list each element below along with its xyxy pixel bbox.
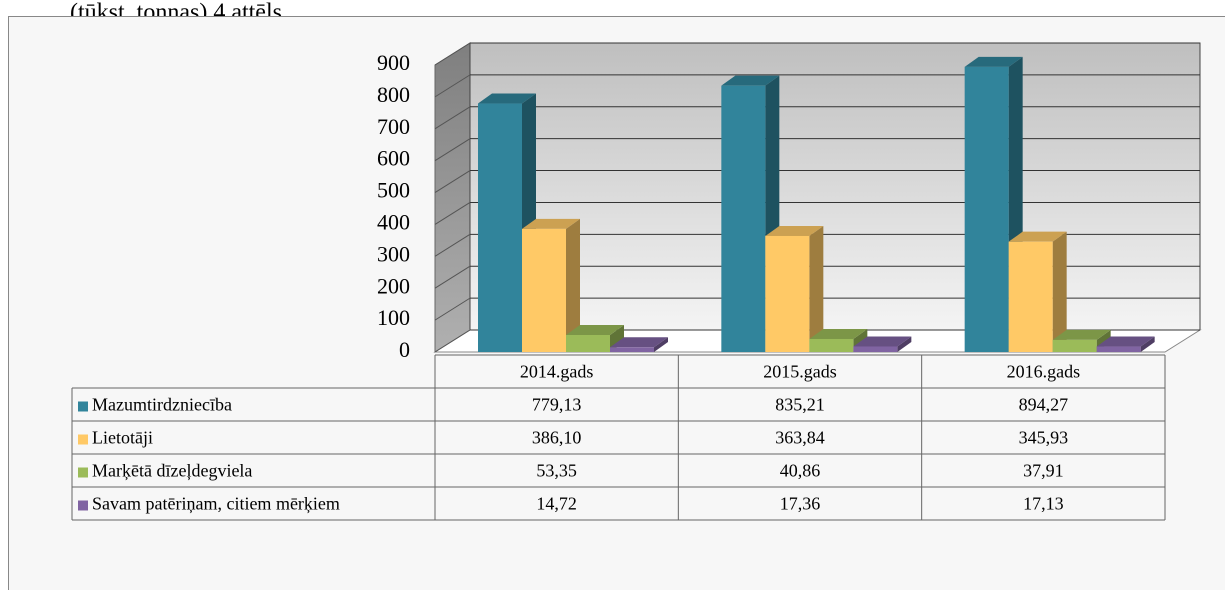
y-tick-label: 100 (377, 305, 410, 330)
table-value: 894,27 (1019, 395, 1069, 415)
legend-swatch (78, 401, 88, 412)
bar (964, 66, 1009, 352)
bar-top (1008, 231, 1067, 242)
bar-top (566, 324, 624, 335)
legend-swatch (78, 467, 88, 478)
bar-side (1052, 231, 1067, 352)
bar-top (522, 218, 580, 229)
grid-line-side (434, 329, 471, 353)
bar-side (1140, 336, 1155, 352)
bar (1052, 339, 1097, 352)
y-tick-label: 700 (377, 114, 410, 139)
bar (809, 338, 854, 352)
bar-top (964, 56, 1023, 67)
y-tick-label: 300 (377, 241, 410, 266)
table-value: 40,86 (780, 461, 821, 481)
table-value: 363,84 (775, 428, 825, 448)
bar (522, 228, 566, 352)
legend-label: Lietotāji (92, 428, 153, 448)
bar-side (654, 337, 668, 352)
bar (478, 103, 522, 352)
table-value: 386,10 (532, 428, 582, 448)
bar-top (721, 75, 780, 86)
x-tick-label: 2014.gads (520, 362, 594, 382)
y-tick-label: 200 (377, 273, 410, 298)
y-tick-label: 800 (377, 82, 410, 107)
table-value: 779,13 (532, 395, 582, 415)
grid-line-side (434, 202, 471, 225)
legend-swatch (78, 434, 88, 445)
bar (721, 85, 766, 352)
table-value: 53,35 (536, 461, 577, 481)
bar-top (610, 337, 668, 348)
bar (610, 347, 654, 352)
legend-label: Marķētā dīzeļdegviela (92, 461, 252, 481)
table-value: 17,13 (1023, 494, 1064, 514)
bar (765, 235, 810, 352)
y-tick-label: 400 (377, 209, 410, 234)
grid-line-side (434, 106, 471, 130)
bar-top (765, 225, 824, 236)
grid-line-side (434, 42, 471, 66)
bar-top (1096, 336, 1155, 347)
x-tick-label: 2016.gads (1007, 362, 1081, 382)
bar-side (897, 336, 912, 352)
table-value: 835,21 (775, 395, 825, 415)
grid-line-side (434, 265, 471, 289)
bar (1096, 346, 1141, 352)
bar (1008, 241, 1053, 352)
bar-top (809, 328, 868, 339)
x-tick-label: 2015.gads (763, 362, 837, 382)
left-wall (434, 42, 471, 353)
bar (566, 334, 610, 352)
grid-line-side (434, 297, 471, 321)
y-tick-label: 900 (377, 50, 410, 75)
bar-top (853, 336, 912, 347)
back-wall (469, 42, 1201, 331)
table-value: 14,72 (536, 494, 577, 514)
legend-swatch (78, 500, 88, 511)
y-tick-label: 500 (377, 178, 410, 203)
grid-line-side (434, 170, 471, 193)
grid-line-side (434, 233, 471, 257)
bar-side (566, 218, 580, 352)
y-tick-label: 600 (377, 146, 410, 171)
grid-line-side (434, 74, 471, 98)
bar-top (478, 93, 536, 104)
table-value: 17,36 (780, 494, 821, 514)
grid-line-side (434, 138, 471, 162)
bar-side (809, 225, 824, 352)
legend-label: Savam patēriņam, citiem mērķiem (92, 494, 340, 514)
table-value: 37,91 (1023, 461, 1064, 481)
bar (853, 346, 898, 352)
bar-top (1052, 329, 1111, 340)
table-value: 345,93 (1019, 428, 1069, 448)
y-tick-label: 0 (399, 337, 410, 362)
legend-label: Mazumtirdzniecība (92, 395, 232, 415)
